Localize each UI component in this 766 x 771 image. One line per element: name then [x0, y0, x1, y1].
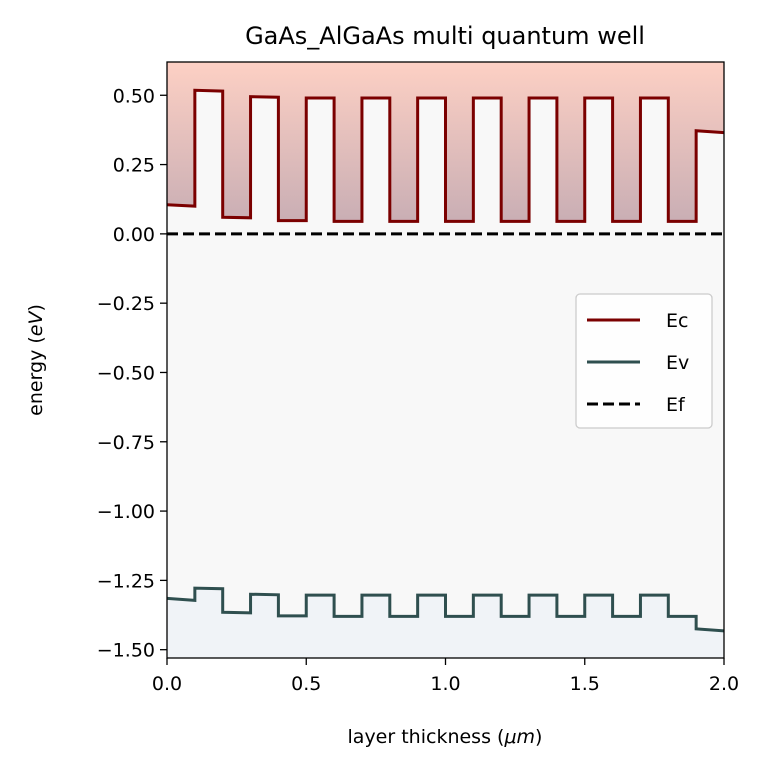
x-axis-label: layer thickness (μm) [348, 726, 543, 748]
y-tick-label: 0.50 [113, 85, 155, 107]
chart-title: GaAs_AlGaAs multi quantum well [245, 22, 645, 50]
legend: Ec Ev Ef [575, 293, 713, 429]
legend-box [575, 293, 713, 429]
y-tick-label: −1.00 [97, 501, 155, 523]
x-tick-label: 1.5 [570, 673, 600, 695]
series-line-ev [167, 586, 724, 633]
y-axis-label: energy (eV) [25, 304, 47, 416]
series-line-ec [167, 88, 724, 223]
y-tick-label: −0.75 [97, 432, 155, 454]
legend-label-ec: Ec [666, 310, 688, 332]
x-tick-label: 1.0 [430, 673, 460, 695]
legend-label-ev: Ev [666, 352, 689, 374]
y-axis-label-suffix: ) [25, 304, 47, 311]
y-tick-label: −1.50 [97, 640, 155, 662]
legend-label-ef: Ef [666, 394, 686, 416]
y-tick-label: −1.25 [97, 570, 155, 592]
y-tick-label: −0.25 [97, 293, 155, 315]
x-tick-label: 0.0 [152, 673, 182, 695]
y-tick-label: 0.00 [113, 224, 155, 246]
x-tick-label: 0.5 [291, 673, 321, 695]
y-tick-label: −0.50 [97, 362, 155, 384]
x-axis-label-unit: μm [503, 726, 535, 748]
x-tick-label: 2.0 [709, 673, 739, 695]
y-axis-label-prefix: energy ( [25, 336, 47, 416]
x-axis-label-suffix: ) [535, 726, 542, 748]
y-axis-label-unit: eV [25, 310, 47, 337]
x-axis-label-prefix: layer thickness ( [348, 726, 505, 748]
y-tick-label: 0.25 [113, 155, 155, 177]
